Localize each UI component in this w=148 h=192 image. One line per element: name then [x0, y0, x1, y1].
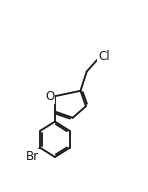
Text: Br: Br	[26, 150, 39, 163]
Text: Cl: Cl	[98, 50, 110, 63]
Text: O: O	[45, 90, 54, 103]
